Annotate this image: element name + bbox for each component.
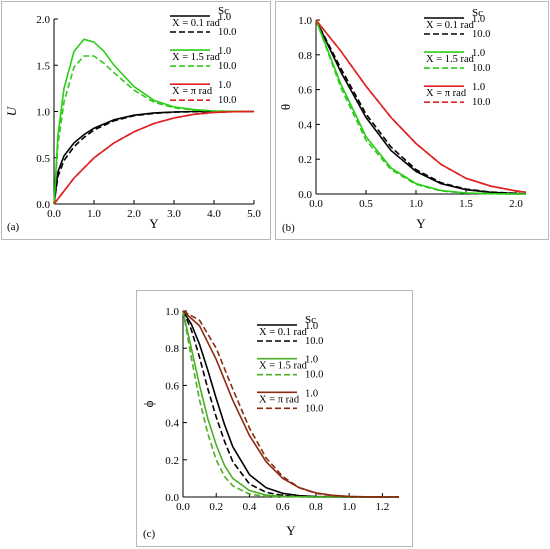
chart-c: 0.0 0.2 0.4 0.6 0.8 1.0 1.2 0.0 0.2 0.4 0.6 0.8 1.0 Y… [141,306,400,540]
chart-b: 0.0 0.5 1.0 1.5 2.0 0.0 0.2 0.4 0.6 0.8 1.0 Yθ (b) Sc… [278,7,527,234]
x-tick-label: 0.2 [209,501,223,513]
x-tick-label: 0.4 [243,501,257,513]
series-line [182,310,399,498]
legend-sc: 10.0 [472,63,490,74]
legend-sc: 10.0 [218,27,236,38]
chart-a: 0.0 1.0 2.0 3.0 4.0 5.0 0.0 0.5 1.0 1.5 2.0 Y U (a) Sc… [4,5,261,233]
series-line [53,110,255,205]
legend-sc: 1.0 [218,80,231,91]
x-tick-label: 0.8 [309,501,323,513]
legend-sc: 1.0 [472,82,485,93]
x-tick-label: 0.6 [276,501,290,513]
legend-label: X = π rad [426,88,467,99]
x-axis-label: Y [416,216,426,231]
x-tick-label: 0.5 [359,198,373,210]
legend-label: X = 0.1 rad [259,327,308,338]
legend-label: X = π rad [259,394,300,405]
y-tick-label: 0.4 [298,119,312,131]
y-tick-label: 0.0 [165,492,179,504]
y-tick-label: 2.0 [36,14,50,26]
panel-a: 0.0 1.0 2.0 3.0 4.0 5.0 0.0 0.5 1.0 1.5 2.0 Y U (a) Sc… [1,1,271,240]
legend-sc: 1.0 [218,12,231,23]
series-line [315,19,527,195]
series-line [53,55,255,205]
legend-sc: 10.0 [305,403,323,414]
series-line [182,310,400,498]
legend-header: Sc [472,7,483,19]
y-tick-label: 0.0 [298,189,312,201]
x-tick-label: 1.5 [459,198,473,210]
y-tick-label: 0.8 [298,50,312,62]
x-tick-label: 1.0 [342,501,356,513]
y-axis-label: θ [278,104,293,110]
legend-label: X = 0.1 rad [426,20,475,31]
series-line [315,19,527,194]
legend-sc: 1.0 [218,46,231,57]
x-tick-label: 0.0 [176,501,190,513]
legend-label: X = 0.1 rad [172,18,221,29]
y-tick-label: 0.2 [298,154,312,166]
panel-label: (b) [282,222,295,234]
legend-label: X = 1.5 rad [259,361,308,372]
legend-sc: 10.0 [218,61,236,72]
x-tick-label: 1.0 [409,198,423,210]
series-line [53,110,254,205]
x-tick-label: 0.0 [47,208,61,220]
legend-label: X = 1.5 rad [426,54,475,65]
panel-label: (a) [7,221,20,233]
x-axis-label: Y [286,523,296,538]
y-tick-label: 0.4 [165,418,179,430]
y-tick-label: 0.6 [165,380,179,392]
legend-sc: 10.0 [305,336,323,347]
legend-sc: 10.0 [305,370,323,381]
series-line [53,38,255,205]
series-line [315,19,527,195]
series-line [315,19,526,195]
x-tick-label: 4.0 [207,208,221,220]
y-tick-label: 0.8 [165,343,179,355]
panel-c: 0.0 0.2 0.4 0.6 0.8 1.0 1.2 0.0 0.2 0.4 0.6 0.8 1.0 Y… [136,290,413,547]
x-tick-label: 2.0 [509,198,523,210]
x-tick-label: 2.0 [127,208,141,220]
series-line [182,310,399,498]
legend-sc: 10.0 [472,97,490,108]
x-tick-label: 3.0 [167,208,181,220]
x-tick-label: 1.2 [376,501,390,513]
panel-label: (c) [143,528,156,540]
y-axis-label: U [4,105,19,116]
y-tick-label: 1.5 [36,60,50,72]
y-tick-label: 0.5 [36,153,50,165]
legend-label: X = π rad [172,86,213,97]
legend-sc: 1.0 [472,48,485,59]
y-tick-label: 1.0 [165,306,179,318]
legend-sc: 1.0 [305,321,318,332]
x-tick-label: 1.0 [87,208,101,220]
y-axis-label: ϕ [141,400,156,407]
x-axis-label: Y [149,216,159,231]
series-line [53,110,255,205]
y-tick-label: 1.0 [298,15,312,27]
legend-sc: 1.0 [472,14,485,25]
y-tick-label: 1.0 [36,107,50,119]
x-tick-label: 5.0 [247,208,261,220]
series-line [315,19,526,195]
legend-sc: 1.0 [305,388,318,399]
y-tick-label: 0.2 [165,455,179,467]
legend-header: Sc [305,314,316,326]
series-line [315,19,527,194]
legend-sc: 1.0 [305,355,318,366]
legend-sc: 10.0 [472,29,490,40]
y-tick-label: 0.6 [298,85,312,97]
x-tick-label: 0.0 [309,198,323,210]
legend-label: X = 1.5 rad [172,52,221,63]
series-line [53,110,254,205]
legend-header: Sc [218,5,229,17]
legend-sc: 10.0 [218,95,236,106]
y-tick-label: 0.0 [36,199,50,211]
